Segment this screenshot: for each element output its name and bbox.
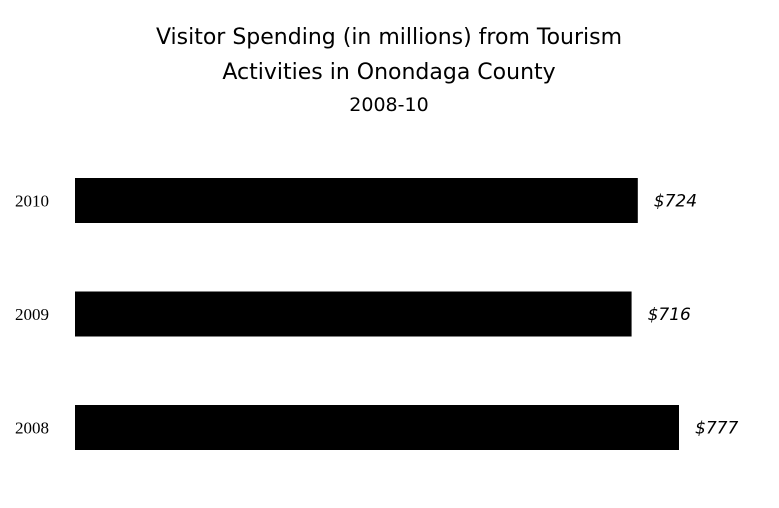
- bars-group: 2010 $724 2009 $716 2008 $777: [15, 178, 738, 450]
- chart-subtitle: 2008-10: [349, 94, 428, 116]
- data-label-2010: $724: [654, 192, 697, 212]
- bar-2008: [75, 405, 679, 450]
- category-label-2008: 2008: [15, 419, 49, 438]
- data-label-2009: $716: [648, 305, 691, 325]
- data-label-2008: $777: [695, 419, 738, 439]
- chart-title-line-1: Visitor Spending (in millions) from Tour…: [156, 25, 622, 50]
- chart-title-line-2: Activities in Onondaga County: [222, 60, 555, 85]
- bar-2010: [75, 178, 638, 223]
- bar-2009: [75, 291, 632, 337]
- category-label-2010: 2010: [15, 192, 49, 211]
- category-label-2009: 2009: [15, 305, 49, 324]
